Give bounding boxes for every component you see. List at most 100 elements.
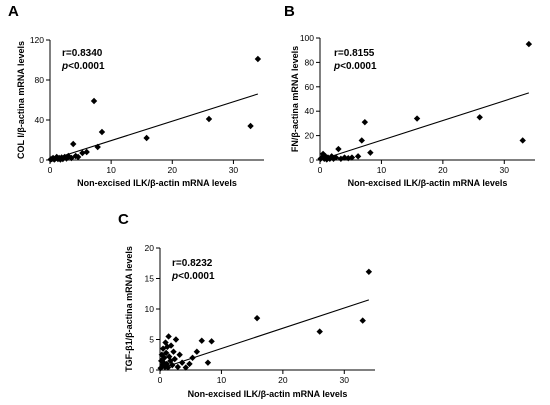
p-value: p<0.0001 — [61, 61, 105, 72]
data-point — [361, 118, 369, 126]
y-tick-label: 5 — [149, 335, 154, 345]
data-point — [359, 317, 366, 324]
data-point — [172, 336, 180, 343]
y-tick-label: 80 — [305, 57, 315, 67]
data-point — [79, 149, 86, 157]
panel-label: B — [284, 3, 295, 20]
correlation-r: r=0.8340 — [62, 48, 103, 59]
x-tick-label: 30 — [229, 165, 239, 175]
y-tick-label: 0 — [149, 365, 154, 375]
data-point — [205, 115, 213, 123]
data-point — [189, 354, 196, 361]
y-axis-title: TGF-β1/β-actina mRNA levels — [124, 246, 134, 372]
x-axis-title: Non-excised ILK/β-actin mRNA levels — [348, 178, 508, 188]
data-point — [335, 145, 342, 153]
x-tick-label: 20 — [168, 165, 178, 175]
p-value-text: <0.0001 — [340, 61, 377, 72]
p-value-letter: p — [61, 61, 68, 72]
panel-label: C — [118, 211, 129, 228]
data-point — [143, 134, 150, 142]
data-point — [365, 268, 373, 275]
correlation-r: r=0.8155 — [334, 48, 375, 59]
chart-panel-b: B 0 20 40 60 80 100 0 10 20 30 Non-excised ILK/β-ac… — [284, 3, 535, 188]
data-point — [169, 361, 176, 369]
x-tick-label: 0 — [48, 165, 53, 175]
y-axis-title: FN/β-actina mRNA levels — [290, 46, 300, 152]
data-point — [176, 351, 183, 358]
y-tick-label: 80 — [35, 75, 45, 85]
data-point — [163, 360, 170, 368]
y-tick-label: 15 — [145, 274, 155, 284]
regression-line — [49, 93, 259, 161]
correlation-r: r=0.8232 — [172, 258, 213, 269]
data-point — [162, 349, 170, 357]
y-tick-label: 60 — [305, 82, 315, 92]
x-tick-label: 10 — [217, 375, 227, 385]
data-point — [322, 153, 329, 160]
data-point — [170, 348, 177, 355]
p-value-text: <0.0001 — [68, 61, 105, 72]
p-value-text: <0.0001 — [178, 271, 215, 282]
data-point — [63, 155, 70, 162]
panel-label: A — [8, 3, 19, 20]
data-point — [247, 122, 254, 130]
data-point — [186, 360, 193, 368]
data-point — [519, 137, 526, 144]
data-point — [68, 154, 75, 162]
x-axis-title: Non-excised ILK/β-actin mRNA levels — [77, 178, 237, 188]
p-value: p<0.0001 — [333, 61, 377, 72]
y-tick-label: 20 — [145, 243, 155, 253]
data-point — [330, 155, 337, 162]
data-point — [253, 314, 261, 322]
data-point — [74, 153, 82, 161]
data-point — [254, 55, 262, 63]
data-point — [165, 333, 172, 340]
data-point — [348, 154, 356, 161]
data-point — [367, 149, 374, 156]
regression-line — [319, 92, 530, 161]
y-tick-label: 0 — [309, 155, 314, 165]
data-point — [59, 155, 67, 163]
y-tick-label: 40 — [35, 115, 45, 125]
x-tick-label: 30 — [340, 375, 350, 385]
data-point — [337, 155, 345, 162]
data-point — [174, 363, 182, 371]
data-point — [157, 364, 164, 372]
chart-panel-a: A 0 40 80 120 0 10 20 30 Non-excised ILK/β-actin … — [8, 3, 264, 188]
data-point — [193, 348, 201, 355]
data-point — [332, 154, 340, 161]
data-point — [354, 153, 362, 160]
y-tick-label: 10 — [145, 304, 155, 314]
data-point — [161, 354, 168, 361]
y-tick-label: 120 — [30, 35, 44, 45]
data-point — [413, 115, 421, 122]
x-tick-label: 20 — [438, 165, 448, 175]
data-point — [208, 338, 215, 345]
data-point — [525, 40, 533, 48]
data-point — [72, 152, 79, 160]
data-point — [53, 153, 60, 161]
chart-panel-c: C 0 5 10 15 20 0 10 20 30 Non-excised ILK/β-actin … — [118, 211, 375, 399]
x-tick-label: 0 — [158, 375, 163, 385]
data-point — [70, 140, 77, 148]
data-point — [65, 152, 72, 160]
data-point — [476, 114, 483, 121]
data-point — [316, 328, 323, 335]
data-point — [90, 97, 98, 105]
data-point — [167, 342, 175, 349]
data-point — [164, 364, 172, 371]
y-tick-label: 100 — [300, 33, 314, 43]
data-point — [198, 337, 205, 344]
y-axis-title: COL I/β-actina mRNA levels — [16, 41, 26, 159]
data-point — [83, 148, 90, 156]
y-tick-label: 0 — [39, 155, 44, 165]
data-point — [358, 137, 365, 144]
x-tick-label: 10 — [377, 165, 387, 175]
data-point — [178, 359, 186, 366]
p-value-letter: p — [333, 61, 340, 72]
data-point — [204, 359, 212, 366]
y-tick-label: 20 — [305, 131, 315, 141]
p-value-letter: p — [171, 271, 178, 282]
data-point — [164, 343, 171, 351]
